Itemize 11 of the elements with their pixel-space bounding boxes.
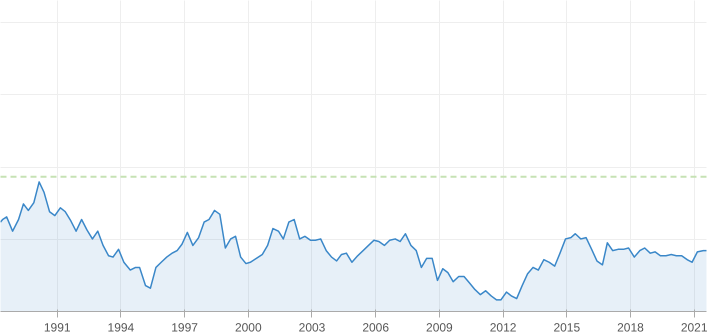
x-tick-label: 2018 (617, 320, 644, 334)
x-tick-label: 1997 (171, 320, 198, 334)
x-tick-label: 2015 (553, 320, 580, 334)
x-tick-label: 2021 (680, 320, 708, 334)
x-tick-label: 1994 (108, 320, 135, 334)
x-tick-label: 1991 (44, 320, 71, 334)
x-tick-label: 2012 (490, 320, 517, 334)
x-tick-label: 2000 (234, 320, 262, 334)
x-tick-label: 2009 (426, 320, 454, 334)
x-tick-label: 2006 (362, 320, 390, 334)
x-tick-label: 2003 (298, 320, 326, 334)
